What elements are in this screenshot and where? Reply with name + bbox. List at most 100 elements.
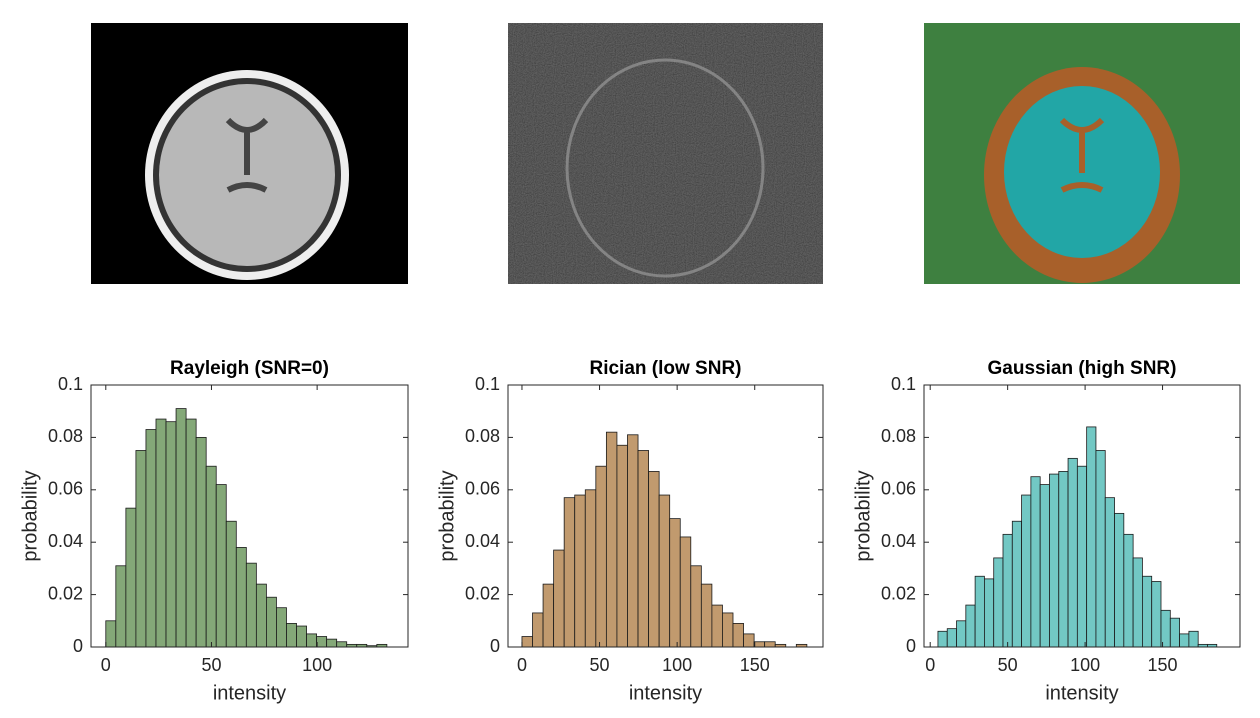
bar <box>722 612 734 648</box>
bar <box>616 444 628 648</box>
bar <box>1132 557 1143 648</box>
axes-box <box>923 384 1241 648</box>
bar <box>135 450 147 648</box>
bar <box>255 583 267 648</box>
bar <box>215 484 227 648</box>
bar <box>1123 533 1134 648</box>
bar <box>542 583 555 648</box>
y-tick-label: 0.06 <box>465 479 500 499</box>
bar <box>1030 476 1041 648</box>
y-tick-label: 0.08 <box>881 426 916 446</box>
bar <box>956 620 967 648</box>
bar <box>195 436 207 648</box>
bar <box>974 575 985 648</box>
noisy-image <box>508 23 823 284</box>
bar <box>669 518 681 648</box>
bar <box>984 578 995 648</box>
bar <box>743 633 755 648</box>
bar <box>1095 450 1106 648</box>
bar <box>165 421 177 648</box>
bar <box>175 408 187 648</box>
bar <box>584 489 597 648</box>
x-tick-label: 0 <box>925 655 935 675</box>
bar <box>1049 473 1060 648</box>
y-tick-label: 0.04 <box>465 531 500 551</box>
y-axis-label: probability <box>436 470 458 561</box>
bar <box>937 630 948 648</box>
bar <box>711 604 723 648</box>
y-tick-label: 0.04 <box>881 531 916 551</box>
x-axis-label: intensity <box>629 682 702 704</box>
bar <box>266 596 277 648</box>
bar <box>1104 497 1115 648</box>
bar <box>105 620 117 648</box>
y-tick-label: 0 <box>73 636 83 656</box>
bar <box>336 641 348 648</box>
y-tick-label: 0.1 <box>58 374 83 394</box>
chart-title: Gaussian (high SNR) <box>988 358 1177 379</box>
bar <box>690 565 702 648</box>
bar <box>1179 633 1190 648</box>
mri-image <box>91 23 408 284</box>
bar <box>306 633 317 648</box>
bar <box>115 565 127 648</box>
y-axis-label: probability <box>19 470 41 561</box>
bar <box>1114 512 1125 648</box>
bar <box>764 641 776 648</box>
bar <box>1160 609 1171 648</box>
y-tick-label: 0.08 <box>465 426 500 446</box>
bar <box>1021 494 1032 648</box>
bar <box>574 494 586 648</box>
bar <box>753 641 766 648</box>
bar <box>553 549 565 648</box>
bar <box>1067 457 1078 648</box>
bar <box>637 450 649 648</box>
bar <box>296 625 307 648</box>
bar <box>679 536 692 648</box>
y-tick-label: 0.02 <box>48 583 83 603</box>
x-tick-label: 100 <box>302 655 332 675</box>
bar <box>1188 630 1199 648</box>
bar <box>316 636 328 648</box>
y-tick-label: 0.08 <box>48 426 83 446</box>
bar <box>605 431 618 648</box>
bar <box>993 557 1004 648</box>
bar <box>145 429 157 648</box>
bar <box>125 507 137 648</box>
y-tick-label: 0.1 <box>891 374 916 394</box>
bar <box>648 471 660 648</box>
bar <box>627 434 639 648</box>
bar <box>286 623 297 648</box>
x-tick-label: 100 <box>1070 655 1100 675</box>
y-tick-label: 0 <box>906 636 916 656</box>
bar <box>658 494 671 648</box>
bar <box>521 636 533 648</box>
x-tick-label: 0 <box>517 655 527 675</box>
y-tick-label: 0.1 <box>475 374 500 394</box>
y-tick-label: 0.06 <box>881 479 916 499</box>
bar <box>205 465 217 648</box>
bar <box>1086 426 1097 648</box>
x-tick-label: 50 <box>998 655 1018 675</box>
bar <box>1076 465 1088 648</box>
x-tick-label: 50 <box>590 655 610 675</box>
bar <box>532 612 544 648</box>
bar <box>276 607 287 648</box>
y-tick-label: 0.04 <box>48 531 83 551</box>
bar <box>1142 575 1153 648</box>
bar <box>1151 581 1162 648</box>
y-tick-label: 0.02 <box>881 583 916 603</box>
bar <box>595 465 607 648</box>
bar <box>225 520 237 648</box>
x-tick-label: 150 <box>1148 655 1178 675</box>
bar <box>235 547 247 648</box>
bar <box>1011 520 1022 648</box>
y-tick-label: 0 <box>490 636 500 656</box>
bar <box>700 583 713 648</box>
segmentation-image <box>924 23 1240 284</box>
x-axis-label: intensity <box>213 682 286 704</box>
bar <box>732 623 744 648</box>
bar <box>155 418 167 648</box>
y-tick-label: 0.06 <box>48 479 83 499</box>
